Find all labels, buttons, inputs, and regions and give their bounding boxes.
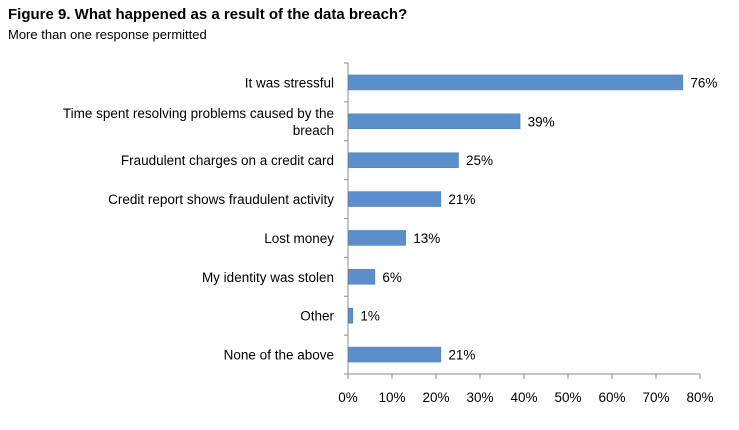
bar [348,152,459,168]
category-label: Fraudulent charges on a credit card [121,153,334,168]
x-tick-label: 40% [510,390,537,405]
data-label: 6% [382,270,402,285]
chart-subtitle: More than one response permitted [8,27,207,42]
x-tick-label: 0% [338,390,358,405]
data-label: 13% [413,231,440,246]
bar [348,269,376,285]
x-tick-label: 10% [378,390,405,405]
data-label: 76% [690,75,717,90]
data-label: 1% [360,309,380,324]
category-label: Credit report shows fraudulent activity [108,192,334,207]
data-label: 25% [466,153,493,168]
category-label: Time spent resolving problems caused by … [63,106,334,138]
category-label: It was stressful [245,75,334,90]
x-tick-label: 80% [686,390,713,405]
bar [348,113,521,130]
x-tick-label: 60% [598,390,625,405]
category-label: My identity was stolen [202,270,334,285]
x-tick-label: 50% [554,390,581,405]
bar [348,346,442,363]
bar [348,191,442,207]
bar [348,74,684,91]
x-tick-label: 70% [642,390,669,405]
data-label: 21% [448,192,475,207]
data-label: 39% [528,114,555,129]
x-tick-label: 20% [422,390,449,405]
category-label: None of the above [224,348,334,363]
category-label: Lost money [264,231,334,246]
chart-title: Figure 9. What happened as a result of t… [8,6,408,23]
bar [348,230,406,246]
bar [348,307,354,324]
data-label: 21% [448,348,475,363]
category-label: Other [300,309,334,324]
x-tick-label: 30% [466,390,493,405]
